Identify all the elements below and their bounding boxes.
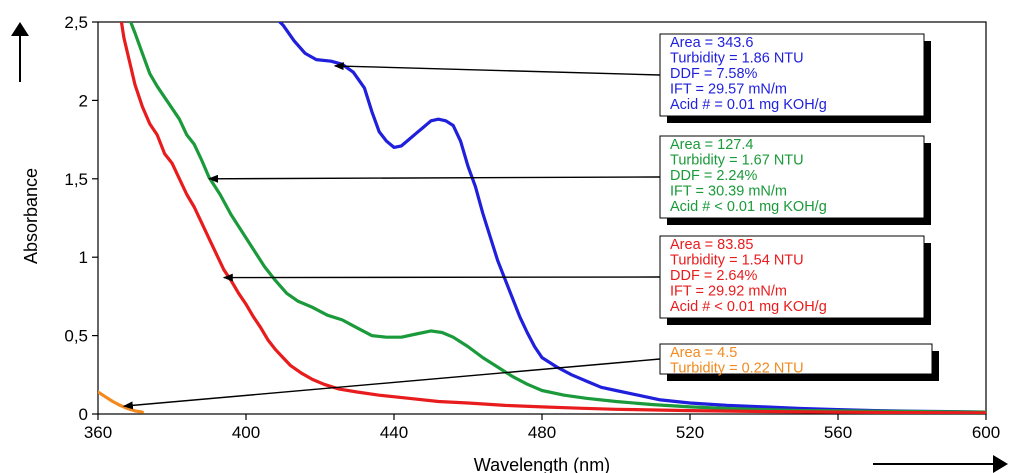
x-tick-label: 600 bbox=[972, 423, 1000, 442]
annotation-line: Turbidity = 1.54 NTU bbox=[670, 253, 804, 269]
x-tick-label: 480 bbox=[528, 423, 556, 442]
y-direction-arrow bbox=[11, 22, 29, 82]
annotation-frame bbox=[659, 235, 925, 319]
annotation-arrow bbox=[208, 174, 661, 183]
annotation-line: Acid # < 0.01 mg KOH/g bbox=[670, 299, 827, 315]
y-tick-label: 0,5 bbox=[64, 327, 88, 346]
annotation-line: Turbidity = 1.67 NTU bbox=[670, 153, 804, 169]
annotation-arrow bbox=[122, 358, 661, 410]
annotation-arrow bbox=[222, 273, 661, 282]
x-tick-label: 520 bbox=[676, 423, 704, 442]
series-line-4 bbox=[98, 390, 144, 414]
annotation-line: DDF = 2.24% bbox=[670, 168, 758, 184]
annotation-frame bbox=[659, 343, 933, 375]
annotation-line: DDF = 7.58% bbox=[670, 66, 758, 82]
ticks-layer: 360 400 440 480 520 560 600 0 0,5 1 1,5 2 2,5 bbox=[64, 13, 1000, 442]
annotation-frame bbox=[659, 135, 925, 219]
annotation-line: Area = 4.5 bbox=[670, 345, 737, 361]
x-tick-label: 360 bbox=[84, 423, 112, 442]
x-tick-label: 560 bbox=[824, 423, 852, 442]
y-axis-title: Absorbance bbox=[21, 168, 41, 264]
annotation-line: Turbidity = 1.86 NTU bbox=[670, 51, 804, 67]
annotation-line: Area = 127.4 bbox=[670, 137, 753, 153]
annotation-line: Turbidity = 0.22 NTU bbox=[670, 361, 804, 377]
series-line-2 bbox=[128, 22, 986, 414]
x-axis-title: Wavelength (nm) bbox=[474, 455, 610, 473]
x-tick-label: 400 bbox=[232, 423, 260, 442]
annotation-arrow bbox=[333, 62, 661, 76]
annotation-line: Acid # < 0.01 mg KOH/g bbox=[670, 199, 827, 215]
y-tick-label: 1 bbox=[79, 248, 88, 267]
annotation-line: IFT = 30.39 mN/m bbox=[670, 184, 787, 200]
x-tick-label: 440 bbox=[380, 423, 408, 442]
annotation-line: Acid # = 0.01 mg KOH/g bbox=[670, 97, 827, 113]
annotation-line: IFT = 29.57 mN/m bbox=[670, 82, 787, 98]
series-layer bbox=[98, 22, 986, 414]
series-line-3 bbox=[119, 22, 986, 414]
annotation-line: Area = 343.6 bbox=[670, 35, 753, 51]
annotation-line: DDF = 2.64% bbox=[670, 268, 758, 284]
x-direction-arrow bbox=[873, 455, 1008, 473]
annotation-frame bbox=[659, 33, 925, 117]
y-tick-label: 2 bbox=[79, 91, 88, 110]
series-line-1 bbox=[277, 22, 986, 414]
annotation-line: Area = 83.85 bbox=[670, 237, 753, 253]
annotation-line: IFT = 29.92 mN/m bbox=[670, 284, 787, 300]
y-tick-label: 0 bbox=[79, 405, 88, 424]
y-tick-label: 2,5 bbox=[64, 13, 88, 32]
y-tick-label: 1,5 bbox=[64, 170, 88, 189]
